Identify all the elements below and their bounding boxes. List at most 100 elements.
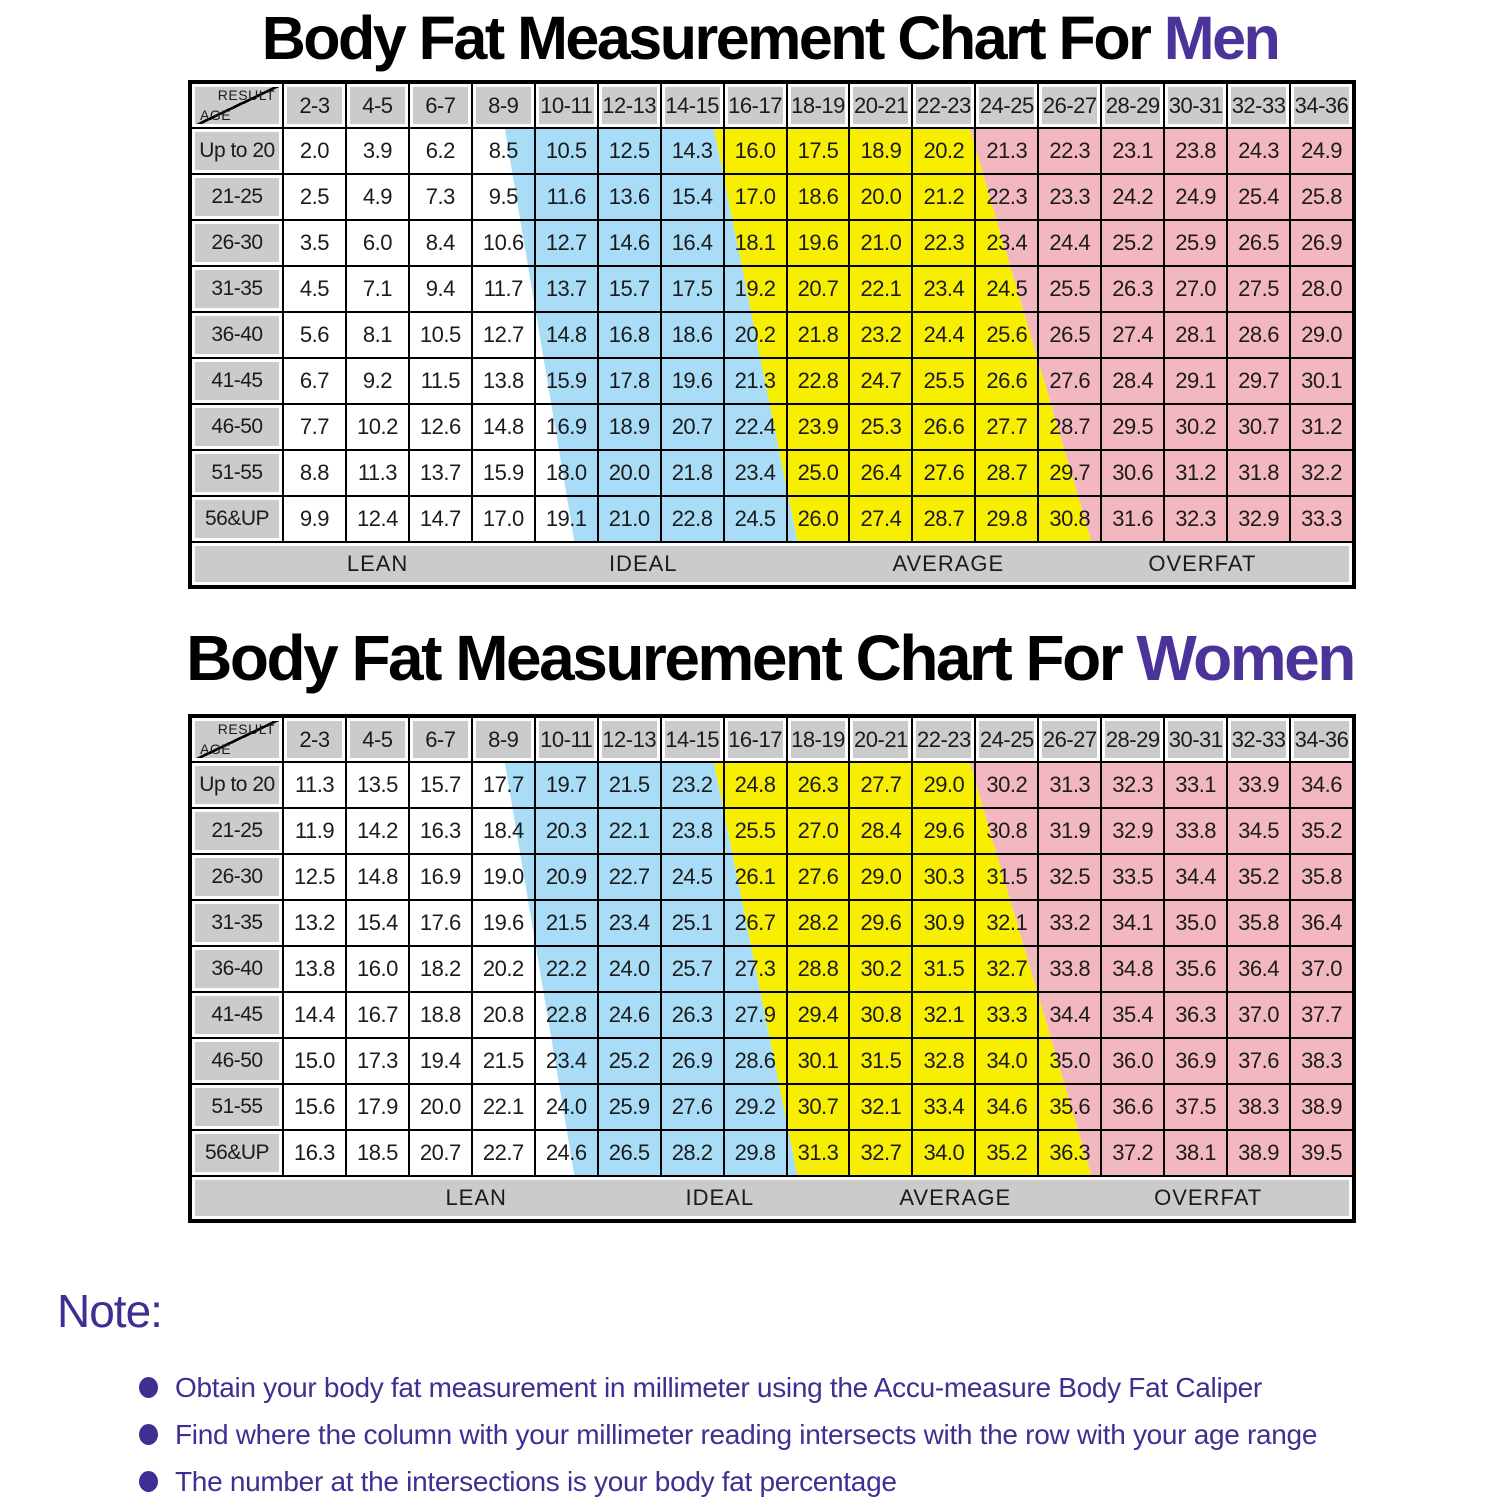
value-cell: 18.9	[849, 128, 913, 174]
value-cell: 17.5	[660, 266, 724, 312]
column-header: 30-31	[1164, 83, 1228, 128]
value-cell: 32.3	[1164, 496, 1228, 542]
value-cell: 34.4	[1164, 854, 1228, 900]
value-cell: 29.6	[912, 808, 976, 854]
value-cell: 11.3	[283, 762, 346, 808]
value-cell: 15.6	[283, 1084, 346, 1130]
value-cell: 16.3	[283, 1130, 346, 1176]
value-cell: 22.2	[534, 946, 598, 992]
value-cell: 38.3	[1227, 1084, 1291, 1130]
value-cell: 26.3	[786, 762, 850, 808]
value-cell: 14.7	[408, 496, 472, 542]
value-cell: 37.7	[1290, 992, 1353, 1038]
value-cell: 35.8	[1290, 854, 1353, 900]
value-cell: 13.6	[597, 174, 661, 220]
value-cell: 10.6	[471, 220, 535, 266]
value-cell: 24.9	[1290, 128, 1353, 174]
value-cell: 20.3	[534, 808, 598, 854]
value-cell: 24.4	[912, 312, 976, 358]
value-cell: 13.8	[471, 358, 535, 404]
value-cell: 10.5	[534, 128, 598, 174]
value-cell: 14.8	[345, 854, 409, 900]
value-cell: 25.2	[597, 1038, 661, 1084]
value-cell: 23.4	[534, 1038, 598, 1084]
table-grid: RESULT AGE 2-3 4-5 6-7 8-9 10-11 12-13 14-15 16-1…	[191, 717, 1353, 1220]
value-cell: 28.2	[660, 1130, 724, 1176]
value-cell: 18.9	[597, 404, 661, 450]
value-cell: 25.3	[849, 404, 913, 450]
value-cell: 16.0	[723, 128, 787, 174]
age-row-header: Up to 20	[191, 128, 283, 174]
value-cell: 30.7	[786, 1084, 850, 1130]
value-cell: 18.6	[786, 174, 850, 220]
value-cell: 22.8	[534, 992, 598, 1038]
zone-footer: LEAN IDEAL AVERAGE OVERFAT	[191, 1176, 1353, 1220]
value-cell: 30.7	[1227, 404, 1291, 450]
value-cell: 4.9	[345, 174, 409, 220]
value-cell: 31.8	[1227, 450, 1291, 496]
value-cell: 2.5	[283, 174, 346, 220]
value-cell: 15.9	[534, 358, 598, 404]
value-cell: 31.6	[1101, 496, 1165, 542]
age-row-header: 46-50	[191, 1038, 283, 1084]
value-cell: 19.6	[786, 220, 850, 266]
value-cell: 35.4	[1101, 992, 1165, 1038]
age-row-header: 51-55	[191, 1084, 283, 1130]
value-cell: 14.8	[534, 312, 598, 358]
value-cell: 25.7	[660, 946, 724, 992]
value-cell: 21.8	[660, 450, 724, 496]
value-cell: 28.1	[1164, 312, 1228, 358]
value-cell: 31.5	[912, 946, 976, 992]
age-row-header: 41-45	[191, 358, 283, 404]
value-cell: 30.6	[1101, 450, 1165, 496]
value-cell: 28.2	[786, 900, 850, 946]
column-header: 20-21	[849, 717, 913, 762]
value-cell: 14.2	[345, 808, 409, 854]
value-cell: 29.8	[975, 496, 1039, 542]
value-cell: 18.5	[345, 1130, 409, 1176]
value-cell: 32.7	[975, 946, 1039, 992]
value-cell: 8.5	[471, 128, 535, 174]
value-cell: 20.2	[471, 946, 535, 992]
value-cell: 6.2	[408, 128, 472, 174]
value-cell: 6.7	[283, 358, 346, 404]
value-cell: 34.1	[1101, 900, 1165, 946]
value-cell: 26.9	[660, 1038, 724, 1084]
value-cell: 15.4	[660, 174, 724, 220]
value-cell: 32.1	[975, 900, 1039, 946]
value-cell: 25.2	[1101, 220, 1165, 266]
column-header: 8-9	[471, 717, 535, 762]
value-cell: 25.4	[1227, 174, 1291, 220]
value-cell: 23.1	[1101, 128, 1165, 174]
value-cell: 29.1	[1164, 358, 1228, 404]
value-cell: 29.5	[1101, 404, 1165, 450]
value-cell: 13.2	[283, 900, 346, 946]
value-cell: 30.2	[849, 946, 913, 992]
value-cell: 23.2	[849, 312, 913, 358]
value-cell: 29.6	[849, 900, 913, 946]
value-cell: 33.3	[1290, 496, 1353, 542]
value-cell: 30.8	[849, 992, 913, 1038]
value-cell: 29.0	[912, 762, 976, 808]
value-cell: 29.8	[723, 1130, 787, 1176]
value-cell: 14.8	[471, 404, 535, 450]
value-cell: 30.8	[1038, 496, 1102, 542]
value-cell: 22.8	[660, 496, 724, 542]
value-cell: 27.7	[975, 404, 1039, 450]
value-cell: 27.7	[849, 762, 913, 808]
value-cell: 27.6	[912, 450, 976, 496]
column-header: 18-19	[786, 717, 850, 762]
value-cell: 26.3	[1101, 266, 1165, 312]
value-cell: 26.1	[723, 854, 787, 900]
value-cell: 32.2	[1290, 450, 1353, 496]
age-row-header: 56&UP	[191, 1130, 283, 1176]
value-cell: 10.5	[408, 312, 472, 358]
zone-label-lean: LEAN	[445, 1185, 507, 1210]
column-header: 16-17	[723, 717, 787, 762]
value-cell: 22.1	[471, 1084, 535, 1130]
value-cell: 19.1	[534, 496, 598, 542]
value-cell: 22.3	[975, 174, 1039, 220]
value-cell: 22.7	[597, 854, 661, 900]
age-row-header: Up to 20	[191, 762, 283, 808]
value-cell: 7.7	[283, 404, 346, 450]
